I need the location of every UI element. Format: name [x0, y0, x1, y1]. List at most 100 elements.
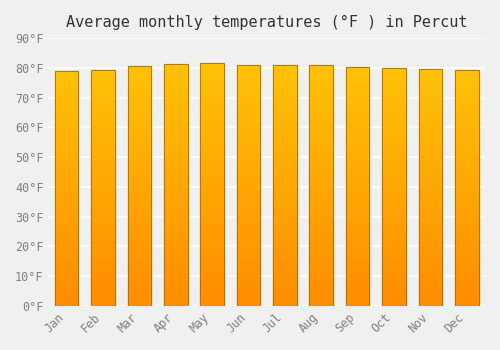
Bar [91, 220, 115, 221]
Bar [236, 201, 260, 202]
Bar [236, 204, 260, 206]
Bar [236, 232, 260, 233]
Bar [418, 149, 442, 150]
Bar [236, 239, 260, 241]
Bar [346, 174, 370, 175]
Bar [164, 282, 188, 283]
Bar [164, 274, 188, 275]
Bar [455, 222, 478, 223]
Bar [54, 266, 78, 267]
Bar [382, 279, 406, 280]
Bar [418, 118, 442, 119]
Bar [236, 257, 260, 258]
Bar [310, 158, 333, 159]
Bar [273, 232, 296, 234]
Bar [455, 125, 478, 126]
Bar [91, 177, 115, 178]
Bar [200, 234, 224, 235]
Bar [382, 245, 406, 246]
Bar [273, 194, 296, 195]
Bar [128, 70, 151, 71]
Bar [54, 120, 78, 121]
Bar [382, 247, 406, 249]
Bar [455, 161, 478, 162]
Bar [382, 241, 406, 243]
Bar [418, 284, 442, 285]
Bar [91, 237, 115, 239]
Bar [455, 290, 478, 292]
Bar [236, 178, 260, 179]
Bar [310, 74, 333, 75]
Bar [346, 162, 370, 163]
Bar [128, 202, 151, 203]
Bar [418, 270, 442, 272]
Bar [128, 257, 151, 258]
Bar [91, 227, 115, 228]
Bar [164, 226, 188, 227]
Bar [273, 301, 296, 302]
Bar [200, 113, 224, 114]
Bar [455, 153, 478, 154]
Bar [455, 176, 478, 177]
Bar [418, 103, 442, 104]
Bar [54, 198, 78, 199]
Bar [455, 206, 478, 207]
Bar [310, 232, 333, 234]
Bar [54, 99, 78, 100]
Bar [273, 181, 296, 182]
Bar [200, 257, 224, 258]
Bar [54, 227, 78, 228]
Bar [273, 282, 296, 283]
Bar [200, 147, 224, 148]
Bar [273, 124, 296, 126]
Bar [310, 237, 333, 239]
Bar [200, 275, 224, 276]
Bar [455, 233, 478, 234]
Bar [346, 274, 370, 275]
Bar [346, 158, 370, 159]
Bar [236, 83, 260, 84]
Bar [418, 193, 442, 194]
Bar [54, 111, 78, 112]
Bar [382, 92, 406, 93]
Bar [200, 279, 224, 280]
Bar [346, 240, 370, 241]
Bar [200, 298, 224, 299]
Bar [382, 194, 406, 195]
Bar [236, 167, 260, 168]
Bar [200, 106, 224, 108]
Bar [382, 288, 406, 289]
Bar [91, 85, 115, 86]
Bar [164, 272, 188, 273]
Bar [54, 100, 78, 102]
Bar [54, 128, 78, 130]
Bar [91, 78, 115, 79]
Bar [273, 213, 296, 215]
Bar [346, 215, 370, 216]
Bar [273, 229, 296, 230]
Bar [236, 139, 260, 141]
Bar [54, 300, 78, 301]
Bar [164, 303, 188, 304]
Bar [418, 267, 442, 268]
Bar [273, 157, 296, 158]
Bar [54, 302, 78, 303]
Bar [128, 173, 151, 174]
Bar [128, 277, 151, 278]
Bar [236, 125, 260, 126]
Bar [310, 174, 333, 175]
Bar [310, 226, 333, 228]
Bar [382, 103, 406, 104]
Bar [455, 247, 478, 248]
Bar [455, 239, 478, 240]
Bar [273, 226, 296, 228]
Bar [310, 189, 333, 190]
Bar [455, 112, 478, 113]
Bar [91, 303, 115, 304]
Bar [91, 204, 115, 205]
Bar [164, 168, 188, 169]
Bar [54, 253, 78, 254]
Bar [91, 116, 115, 117]
Bar [273, 288, 296, 289]
Bar [54, 126, 78, 127]
